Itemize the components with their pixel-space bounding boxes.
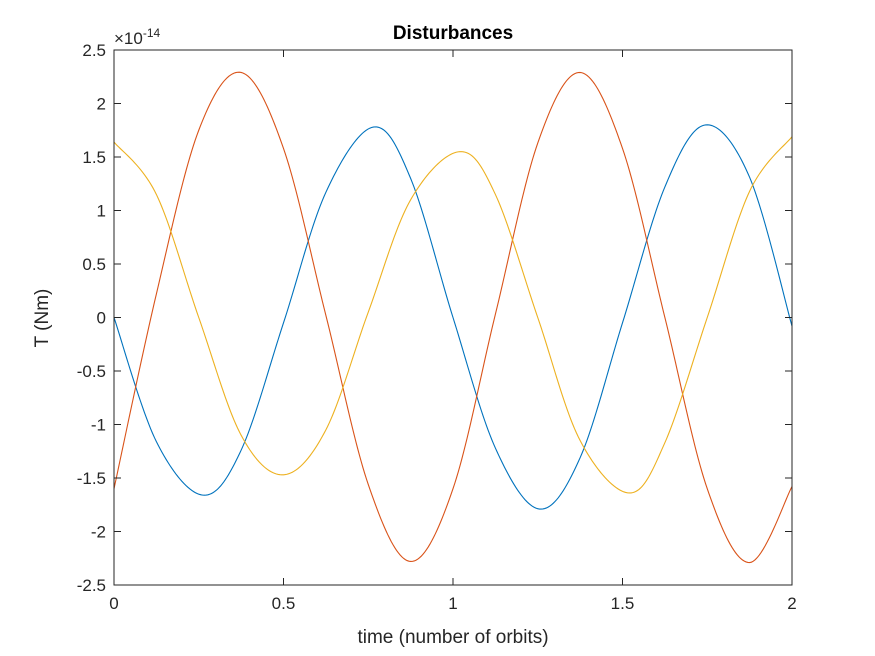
y-axis-exponent: ×10-14 bbox=[114, 26, 161, 48]
exponent-power: -14 bbox=[143, 26, 161, 40]
x-tick-label: 1.5 bbox=[611, 594, 635, 613]
x-tick-label: 0.5 bbox=[272, 594, 296, 613]
x-tick-label: 0 bbox=[109, 594, 118, 613]
series-line-2 bbox=[113, 71, 793, 564]
chart-title: Disturbances bbox=[393, 23, 513, 44]
y-tick-label: 0.5 bbox=[82, 255, 106, 274]
y-axis-label: T (Nm) bbox=[32, 289, 53, 348]
y-tick-label: -2 bbox=[91, 523, 106, 542]
y-tick-label: -1 bbox=[91, 416, 106, 435]
x-axis-label: time (number of orbits) bbox=[357, 627, 548, 648]
exponent-base: ×10 bbox=[114, 29, 143, 48]
series-line-3 bbox=[113, 136, 793, 494]
series-line-1 bbox=[113, 124, 793, 510]
y-tick-label: 2.5 bbox=[82, 41, 106, 60]
y-tick-label: 1.5 bbox=[82, 148, 106, 167]
y-tick-label: 0 bbox=[97, 309, 106, 328]
x-tick-label: 2 bbox=[787, 594, 796, 613]
y-tick-label: -1.5 bbox=[77, 469, 106, 488]
ticks-layer: 0 0.5 1 1.5 2 -2.5 -2 -1.5 -1 -0.5 0 0.5 1 1.5 2 2.5 bbox=[77, 41, 797, 613]
y-tick-label: -0.5 bbox=[77, 362, 106, 381]
series-layer bbox=[113, 71, 793, 564]
y-tick-label: 2 bbox=[97, 95, 106, 114]
y-tick-label: 1 bbox=[97, 202, 106, 221]
y-tick-label: -2.5 bbox=[77, 576, 106, 595]
x-tick-label: 1 bbox=[448, 594, 457, 613]
